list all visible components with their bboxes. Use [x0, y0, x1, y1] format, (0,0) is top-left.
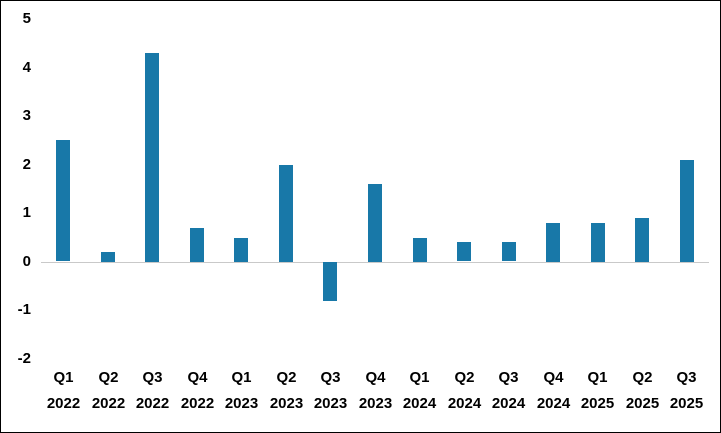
bar: [56, 140, 70, 261]
bar: [368, 184, 382, 262]
x-axis-label: Q3 2023: [308, 365, 353, 417]
bar: [591, 223, 605, 262]
x-axis-label: Q1 2023: [219, 365, 264, 417]
x-axis-label-line: Q2: [632, 369, 653, 386]
y-axis-tick-label: 5: [22, 10, 31, 27]
x-axis-label: Q1 2024: [397, 365, 442, 417]
x-axis-label: Q1 2025: [575, 365, 620, 417]
x-axis-label-line: Q4: [187, 369, 208, 386]
x-axis-label-line: Q3: [142, 369, 163, 386]
bar: [101, 252, 115, 262]
y-axis-tick-label: 2: [22, 155, 31, 173]
bar: [546, 223, 560, 262]
x-axis-label-line: 2024: [402, 395, 437, 412]
x-axis-label-line: 2023: [269, 395, 304, 412]
x-axis-label-line: 2023: [358, 395, 393, 412]
x-axis-label-line: 2024: [536, 395, 571, 412]
bar: [279, 165, 293, 262]
x-axis-label-line: Q4: [365, 369, 386, 386]
bar: [234, 238, 248, 262]
bar: [502, 242, 516, 261]
x-axis-label-line: 2025: [625, 395, 660, 412]
x-axis-label-line: 2025: [580, 395, 615, 412]
x-axis-label: Q3 2025: [664, 365, 709, 417]
x-axis-label-line: Q3: [320, 369, 341, 386]
y-axis-tick-label: -1: [17, 301, 31, 319]
bar: [635, 218, 649, 262]
y-axis-tick-label: -2: [17, 350, 31, 367]
x-axis-label-line: 2024: [491, 395, 526, 412]
x-axis-label-line: 2023: [313, 395, 348, 412]
x-axis-label-line: 2022: [180, 395, 215, 412]
x-axis-label-line: Q3: [676, 369, 697, 386]
x-axis-label: Q1 2022: [41, 365, 86, 417]
bar: [680, 160, 694, 262]
x-axis-label-line: Q1: [409, 369, 430, 386]
bar: [145, 53, 159, 262]
x-axis-label: Q2 2025: [620, 365, 665, 417]
x-axis-label-line: 2024: [447, 395, 482, 412]
x-axis-label: Q2 2022: [86, 365, 131, 417]
x-axis-label-line: 2022: [91, 395, 126, 412]
bar: [323, 262, 337, 301]
x-axis-label-line: Q3: [498, 369, 519, 386]
x-axis-label-line: Q2: [454, 369, 475, 386]
x-axis-label-line: Q1: [53, 369, 74, 386]
x-axis-label-line: Q4: [543, 369, 564, 386]
x-axis-label: Q4 2022: [175, 365, 220, 417]
x-axis-label: Q4 2023: [353, 365, 398, 417]
bar: [190, 228, 204, 262]
x-axis-label: Q2 2023: [264, 365, 309, 417]
x-axis-label-line: Q2: [276, 369, 297, 386]
x-axis-label-line: 2022: [46, 395, 81, 412]
x-axis-label: Q4 2024: [531, 365, 576, 417]
y-axis-tick-label: 3: [22, 107, 31, 125]
x-axis-label: Q3 2022: [130, 365, 175, 417]
bar: [413, 238, 427, 262]
x-axis-label-line: Q1: [231, 369, 252, 386]
x-axis-label-line: 2022: [135, 395, 170, 412]
y-axis-tick-label: 4: [22, 58, 31, 76]
x-axis-label-line: Q1: [587, 369, 608, 386]
zero-gridline: [41, 262, 709, 263]
y-axis-tick-label: 0: [22, 252, 31, 270]
bar: [457, 242, 471, 261]
y-axis-tick-label: 1: [22, 204, 31, 222]
x-axis-label-line: Q2: [98, 369, 119, 386]
x-axis-label-line: 2023: [224, 395, 259, 412]
x-axis-label: Q2 2024: [442, 365, 487, 417]
x-axis-label-line: 2025: [669, 395, 704, 412]
x-axis-label: Q3 2024: [486, 365, 531, 417]
